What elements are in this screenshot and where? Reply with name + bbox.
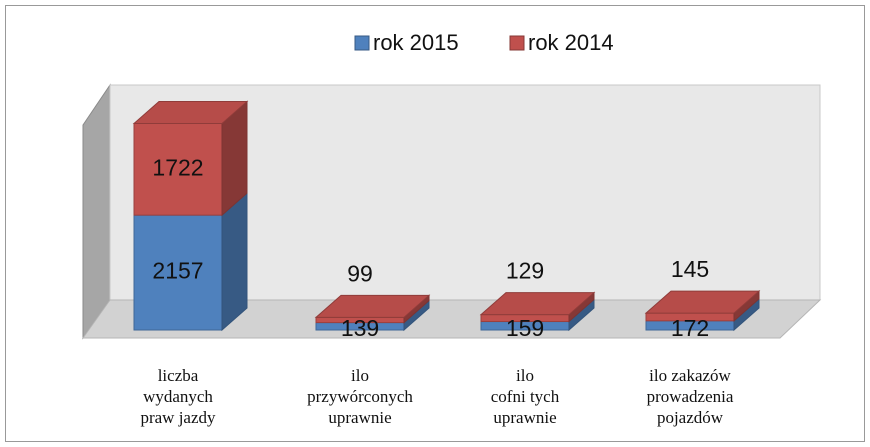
side-wall bbox=[82, 83, 111, 340]
bar-side bbox=[221, 192, 248, 332]
value-label: 172 bbox=[671, 315, 709, 341]
x-tick-label: ilo cofni tych uprawnie bbox=[490, 366, 560, 427]
bar-top bbox=[314, 294, 431, 318]
bar-segment bbox=[133, 214, 223, 331]
value-label: 129 bbox=[506, 258, 544, 284]
bar-top bbox=[132, 100, 249, 124]
x-tick-label: ilo zakazów prowadzenia pojazdów bbox=[646, 366, 734, 427]
bar-segment bbox=[133, 122, 223, 216]
legend-swatch bbox=[354, 35, 370, 51]
value-label: 159 bbox=[506, 315, 544, 341]
bar-top bbox=[644, 290, 761, 314]
value-label: 99 bbox=[347, 260, 373, 286]
bar-top bbox=[479, 292, 596, 316]
value-label: 1722 bbox=[152, 154, 203, 180]
legend-swatch bbox=[509, 35, 525, 51]
x-tick-label: liczba wydanych praw jazdy bbox=[140, 366, 216, 427]
legend-label: rok 2015 bbox=[373, 30, 459, 55]
legend-label: rok 2014 bbox=[528, 30, 614, 55]
x-tick-label: ilo przywórconych uprawnie bbox=[307, 366, 413, 427]
value-label: 145 bbox=[671, 256, 709, 282]
value-label: 139 bbox=[341, 315, 379, 341]
value-label: 2157 bbox=[152, 258, 203, 284]
